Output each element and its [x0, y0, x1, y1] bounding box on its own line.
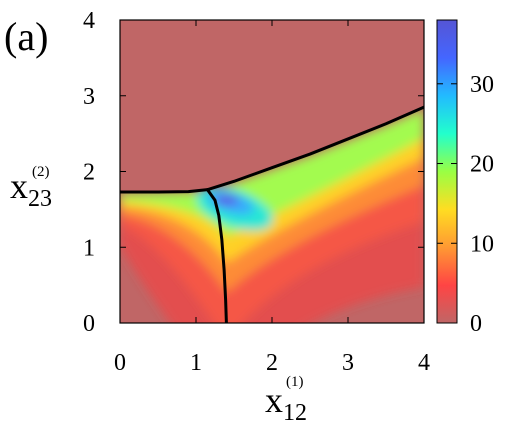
y-tick-label: 1 — [83, 235, 95, 261]
y-tick-label: 4 — [83, 8, 95, 34]
boundary-curve-lower — [205, 188, 228, 323]
x-axis: 0 1 2 3 4 — [114, 20, 430, 376]
colorbar-tick-label: 0 — [470, 311, 482, 337]
x-tick-label: 0 — [114, 350, 126, 376]
y-tick-label: 2 — [83, 160, 95, 186]
y-axis-label: x23 (2) — [10, 164, 52, 212]
y-tick-label: 0 — [83, 311, 95, 337]
y-tick-label: 3 — [83, 84, 95, 110]
x-tick-label: 4 — [418, 350, 430, 376]
x-tick-label: 1 — [190, 350, 202, 376]
colorbar-tick-label: 30 — [470, 72, 494, 98]
boundary-curves — [120, 105, 424, 323]
panel-label: (a) — [4, 14, 48, 59]
svg-text:x23: x23 — [10, 166, 52, 212]
x-tick-label: 2 — [266, 350, 278, 376]
svg-text:(2): (2) — [32, 164, 50, 180]
svg-text:x12: x12 — [265, 380, 307, 426]
x-tick-label: 3 — [342, 350, 354, 376]
boundary-curve-left — [120, 188, 209, 194]
svg-text:(1): (1) — [286, 374, 304, 390]
x-axis-label: x12 (1) — [265, 374, 307, 426]
boundary-curve-upper — [205, 105, 424, 192]
heatmap-hotspot — [120, 20, 424, 323]
colorbar — [436, 19, 458, 324]
y-axis: 0 1 2 3 4 — [83, 8, 424, 337]
colorbar-tick-label: 10 — [470, 231, 494, 257]
colorbar-axis: 0 10 20 30 — [437, 72, 494, 337]
colorbar-tick-label: 20 — [470, 152, 494, 178]
